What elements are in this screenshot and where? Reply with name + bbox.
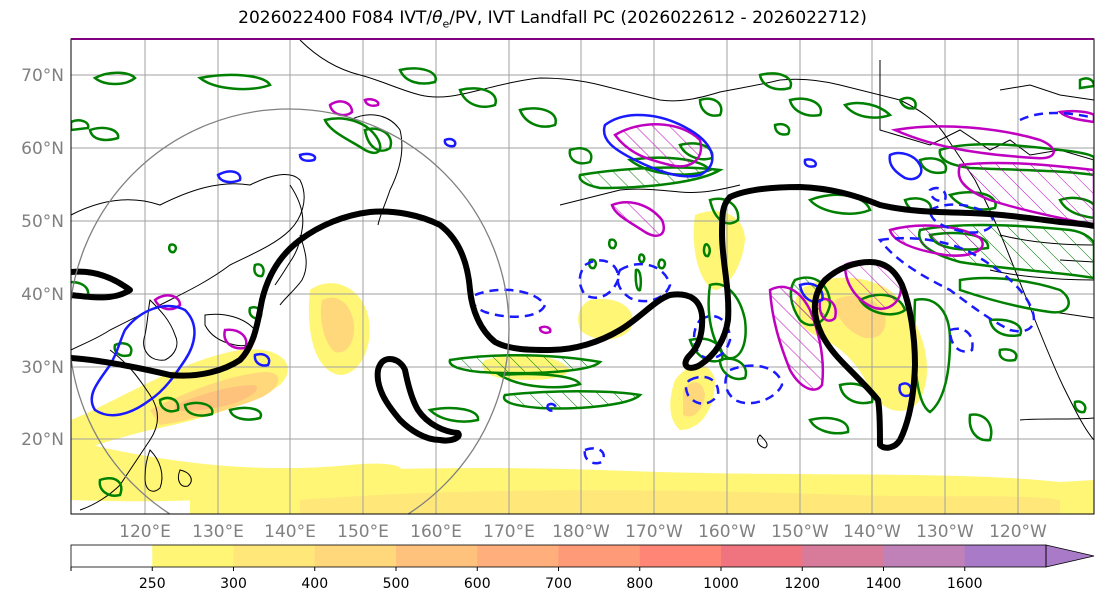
colorbar-label-1000: 1000 bbox=[703, 576, 739, 592]
colorbar-label-1600: 1600 bbox=[947, 576, 983, 592]
colorbar-ticks bbox=[70, 567, 966, 571]
colorbar-label-300: 300 bbox=[220, 576, 247, 592]
lat-label-30: 30°N bbox=[21, 358, 64, 378]
lon-label-180w: 180°W bbox=[552, 522, 610, 542]
colorbar-label-1400: 1400 bbox=[866, 576, 902, 592]
title-prefix: 2026022400 F084 IVT/ bbox=[238, 8, 433, 28]
colorbar-swatch bbox=[964, 545, 1047, 567]
pv-contour bbox=[71, 184, 1094, 451]
lon-label-160w: 160°W bbox=[698, 522, 756, 542]
plot-area bbox=[71, 39, 1094, 514]
colorbar-swatch bbox=[558, 545, 641, 567]
lat-label-40: 40°N bbox=[21, 285, 64, 305]
colorbar-swatch bbox=[883, 545, 966, 567]
lon-label-140w: 140°W bbox=[843, 522, 901, 542]
colorbar-swatch bbox=[802, 545, 884, 567]
title-suffix: /PV, IVT Landfall PC (2026022612 - 20260… bbox=[449, 8, 867, 28]
lat-labels: 70°N 60°N 50°N 40°N 30°N 20°N bbox=[21, 66, 64, 450]
colorbar-swatch bbox=[152, 545, 234, 567]
colorbar-label-1200: 1200 bbox=[784, 576, 820, 592]
colorbar-swatch bbox=[721, 545, 803, 567]
lon-label-170e: 170°E bbox=[483, 522, 535, 542]
colorbar-label-600: 600 bbox=[464, 576, 491, 592]
colorbar-swatch bbox=[71, 545, 153, 567]
colorbar-swatch bbox=[233, 545, 316, 567]
colorbar-label-800: 800 bbox=[626, 576, 653, 592]
colorbar-label-700: 700 bbox=[545, 576, 572, 592]
colorbar-swatch bbox=[314, 545, 397, 567]
colorbar-label-250: 250 bbox=[139, 576, 166, 592]
lon-labels: 120°E 130°E 140°E 150°E 160°E 170°E 180°… bbox=[119, 522, 1047, 542]
blue-contours bbox=[90, 113, 923, 417]
lon-label-160e: 160°E bbox=[410, 522, 462, 542]
colorbar-label-500: 500 bbox=[383, 576, 410, 592]
lon-label-130e: 130°E bbox=[192, 522, 244, 542]
lon-label-130w: 130°W bbox=[916, 522, 974, 542]
colorbar-swatches bbox=[71, 545, 1047, 567]
lat-label-50: 50°N bbox=[21, 212, 64, 232]
map-title: 2026022400 F084 IVT/θe/PV, IVT Landfall … bbox=[0, 8, 1105, 30]
lon-label-150w: 150°W bbox=[771, 522, 829, 542]
colorbar-labels: 250 300 400 500 600 700 800 1000 1200 14… bbox=[139, 576, 983, 592]
lon-label-120w: 120°W bbox=[989, 522, 1047, 542]
colorbar-swatch bbox=[639, 545, 722, 567]
title-theta-sub: e bbox=[442, 17, 450, 31]
lat-label-20: 20°N bbox=[21, 430, 64, 450]
lon-label-150e: 150°E bbox=[337, 522, 389, 542]
landfall-circle bbox=[71, 108, 510, 514]
colorbar-swatch bbox=[396, 545, 478, 567]
lon-label-120e: 120°E bbox=[119, 522, 171, 542]
lat-label-60: 60°N bbox=[21, 139, 64, 159]
title-theta: θ bbox=[432, 8, 443, 28]
colorbar-extend-arrow bbox=[1045, 544, 1095, 568]
colorbar-label-400: 400 bbox=[301, 576, 328, 592]
lon-label-140e: 140°E bbox=[264, 522, 316, 542]
lon-label-170w: 170°W bbox=[625, 522, 683, 542]
colorbar-swatch bbox=[477, 545, 559, 567]
colorbar: 250 300 400 500 600 700 800 1000 1200 14… bbox=[70, 544, 1095, 592]
lat-label-70: 70°N bbox=[21, 66, 64, 86]
